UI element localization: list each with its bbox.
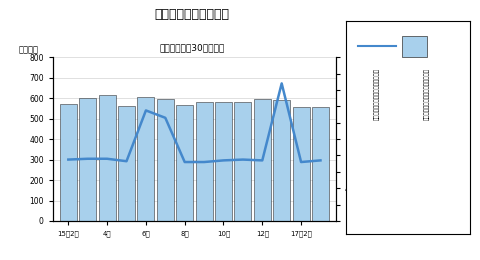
Bar bbox=[195, 102, 213, 221]
Text: 実質賃金指数（前年同月比増減率）: 実質賃金指数（前年同月比増減率） bbox=[374, 68, 380, 120]
Bar bbox=[292, 107, 310, 221]
Bar bbox=[234, 102, 252, 221]
Text: （千円）: （千円） bbox=[19, 45, 39, 54]
FancyBboxPatch shape bbox=[402, 36, 427, 57]
Bar bbox=[176, 105, 193, 221]
Bar bbox=[60, 104, 77, 221]
Bar bbox=[79, 98, 96, 221]
Bar bbox=[157, 99, 174, 221]
Bar bbox=[254, 99, 271, 221]
Bar bbox=[137, 96, 155, 221]
Text: （時間）: （時間） bbox=[353, 45, 373, 54]
Bar bbox=[273, 100, 290, 221]
Bar bbox=[312, 107, 329, 221]
Text: 現金給与総額（前年同月比増減額）: 現金給与総額（前年同月比増減額） bbox=[424, 68, 430, 120]
Text: （事業所規模30人以上）: （事業所規模30人以上） bbox=[159, 43, 225, 52]
Text: 賃金と労働時間の推移: 賃金と労働時間の推移 bbox=[155, 8, 229, 21]
Bar bbox=[98, 95, 116, 221]
Bar bbox=[215, 102, 232, 221]
Bar bbox=[118, 106, 135, 221]
